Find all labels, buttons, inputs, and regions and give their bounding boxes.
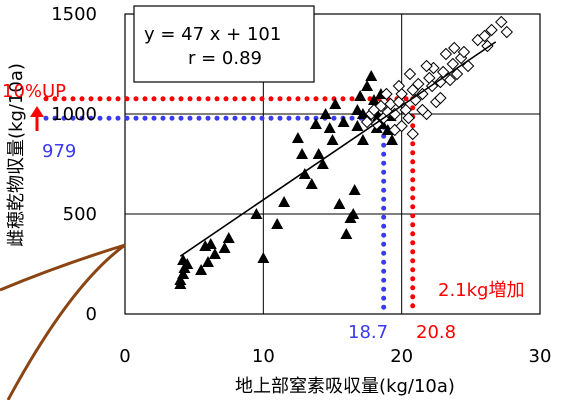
x-tick-label: 30 — [529, 346, 552, 367]
triangle-point — [208, 248, 221, 259]
diamond-point — [439, 47, 453, 61]
diamond-point — [450, 67, 464, 81]
triangle-point — [177, 268, 190, 279]
triangle-point — [333, 198, 346, 209]
triangle-point — [323, 122, 336, 133]
diamond-point — [478, 29, 491, 43]
correlation-label: r = 0.89 — [188, 48, 262, 69]
triangle-point — [177, 254, 190, 265]
triangle-point — [309, 118, 322, 129]
triangle-point — [271, 218, 284, 229]
y-tick-label: 500 — [63, 204, 97, 225]
diamond-point — [448, 41, 461, 55]
triangle-point — [348, 184, 361, 195]
triangle-point — [291, 132, 304, 143]
diamond-point — [446, 57, 460, 71]
triangle-point — [365, 70, 378, 81]
callout-pointer — [0, 243, 126, 400]
diamond-point — [495, 15, 508, 29]
equation-label: y = 47 x + 101 — [144, 24, 281, 45]
diamond-point — [402, 111, 415, 125]
triangle-point — [312, 148, 325, 159]
plot-frame — [124, 13, 541, 315]
diamond-point — [412, 77, 425, 91]
blue-x-label: 18.7 — [348, 322, 388, 343]
diamond-point — [500, 25, 514, 39]
triangle-point — [354, 90, 367, 101]
diamond-point — [485, 23, 498, 37]
x-tick-label: 10 — [252, 346, 275, 367]
triangle-point — [250, 208, 263, 219]
triangle-point — [347, 208, 360, 219]
diamond-point — [395, 119, 408, 133]
regression-line-group — [179, 41, 497, 257]
triangle-point — [257, 252, 270, 263]
regression-line — [179, 41, 497, 257]
triangle-point — [202, 256, 214, 267]
diamond-point — [406, 127, 419, 141]
red-x-label: 20.8 — [416, 322, 456, 343]
diamond-point — [380, 87, 393, 101]
triangle-point — [351, 120, 364, 131]
x-axis-title: 地上部窒素吸収量(kg/10a) — [235, 376, 455, 397]
blue-y-label: 979 — [42, 141, 76, 162]
triangle-point — [218, 242, 231, 253]
reference-lines — [43, 96, 416, 317]
tick-labels: 0 10 20 30 0 500 1000 1500 — [51, 4, 551, 367]
triangle-point — [298, 168, 311, 179]
diamond-point — [434, 91, 447, 105]
x-tick-label: 20 — [390, 346, 413, 367]
triangle-point — [195, 264, 208, 275]
diamond-point — [443, 73, 457, 87]
up-label: 10%UP — [2, 81, 66, 102]
x-tick-label: 0 — [119, 346, 130, 367]
triangle-point — [174, 278, 187, 289]
triangle-point — [296, 148, 309, 159]
triangle-point — [337, 116, 350, 127]
up-arrow-icon — [30, 106, 44, 131]
triangle-point — [305, 178, 318, 189]
increase-label: 2.1kg増加 — [438, 280, 524, 301]
diamond-point — [416, 87, 429, 101]
diamond-point — [392, 79, 406, 93]
triangle-point — [222, 232, 235, 243]
triangle-point — [351, 104, 364, 115]
y-axis-title: 雌穂乾物収量(kg/10a) — [6, 63, 27, 247]
triangle-point — [356, 134, 369, 145]
triangle-point — [356, 108, 369, 119]
triangle-point — [385, 134, 398, 145]
data-points — [174, 15, 514, 289]
equation-box: y = 47 x + 101 r = 0.89 — [133, 5, 315, 83]
diamond-point — [457, 45, 471, 59]
diamond-point — [420, 59, 433, 73]
triangle-point — [326, 134, 339, 145]
y-tick-label: 1500 — [51, 4, 97, 25]
triangle-point — [329, 98, 342, 109]
triangle-point — [368, 94, 380, 105]
diamond-point — [403, 67, 417, 81]
diamond-point — [416, 103, 429, 117]
y-tick-label: 0 — [86, 304, 97, 325]
triangle-point — [316, 158, 329, 169]
triangle-point — [340, 228, 353, 239]
y-tick-label: 1000 — [51, 104, 97, 125]
triangle-point — [204, 238, 217, 249]
triangle-point — [361, 80, 374, 91]
grid — [124, 13, 541, 315]
triangle-point — [278, 196, 291, 207]
diamond-point — [360, 115, 374, 129]
triangle-point — [319, 108, 332, 119]
diamond-point — [461, 59, 475, 73]
